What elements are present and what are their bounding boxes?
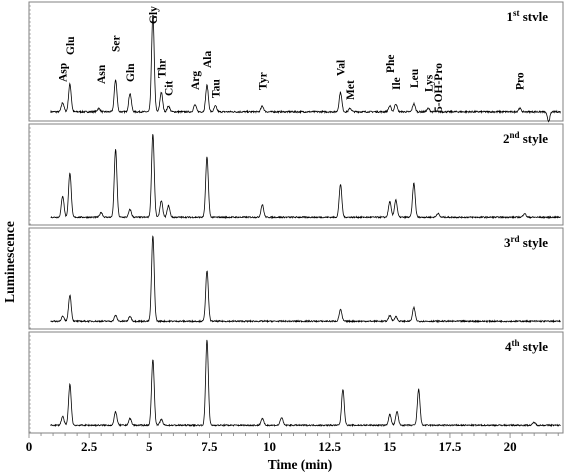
y-axis-title: Luminescence xyxy=(2,221,17,303)
peak-label-ile: Ile xyxy=(391,77,403,90)
panel-frame xyxy=(28,1,564,122)
peak-label-tyr: Tyr xyxy=(257,72,269,90)
x-tick-label: 0 xyxy=(26,439,33,454)
peak-label-asp: Asp xyxy=(58,63,70,82)
panel-frame xyxy=(28,227,564,330)
x-axis-title: Time (min) xyxy=(268,457,333,472)
x-tick-label: 20 xyxy=(504,439,517,454)
panel-frame xyxy=(28,331,564,434)
peak-label-lys: Lys xyxy=(423,74,435,92)
chromatogram-panel-2: 2nd style xyxy=(28,123,564,226)
chromatogram-panel-4: 4th style xyxy=(28,331,564,434)
x-tick-label: 17.5 xyxy=(439,439,462,454)
x-tick-label: 5 xyxy=(146,439,153,454)
peak-label-gln: Gln xyxy=(125,63,137,82)
peak-label-phe: Phe xyxy=(385,54,397,73)
series-label-3: 3rd style xyxy=(504,234,548,250)
x-tick-label: 7.5 xyxy=(201,439,218,454)
x-tick-label: 2.5 xyxy=(81,439,98,454)
trace-line-2 xyxy=(50,134,561,220)
peak-label-val: Val xyxy=(336,60,348,76)
panel-frame xyxy=(28,123,564,226)
series-label-1: 1st stvle xyxy=(506,8,548,24)
peak-label-tau: Tau xyxy=(210,79,222,98)
peak-label-asn: Asn xyxy=(96,64,108,84)
x-tick-label: 10 xyxy=(263,439,276,454)
peak-label-leu: Leu xyxy=(409,68,421,88)
x-tick-label: 12.5 xyxy=(318,439,341,454)
peak-label-thr: Thr xyxy=(156,59,168,78)
x-tick-label: 15 xyxy=(383,439,397,454)
chromatogram-panels: 1st stvle 2nd style 3rd style 4th style xyxy=(28,1,564,434)
chromatogram-panel-1: 1st stvle xyxy=(28,1,564,123)
series-label-4: 4th style xyxy=(505,338,548,354)
trace-line-4 xyxy=(50,339,561,428)
peak-label-cit: Cit xyxy=(164,81,176,97)
trace-line-3 xyxy=(50,235,561,324)
peak-label-gly: Gly xyxy=(148,6,160,24)
peak-label-ser: Ser xyxy=(111,35,123,52)
peak-label-glu: Glu xyxy=(65,36,77,55)
peak-label-pro: Pro xyxy=(515,72,527,90)
peak-label-ala: Ala xyxy=(202,51,214,69)
trace-line-1 xyxy=(50,14,561,123)
peak-label-met: Met xyxy=(345,80,357,100)
peak-label-5-oh-pro: 5-OH-Pro xyxy=(433,63,445,112)
chromatogram-panel-3: 3rd style xyxy=(28,227,564,330)
series-label-2: 2nd style xyxy=(503,130,548,146)
x-axis-ticks: 0 2.5 5 7.5 10 12.5 15 17.5 20 xyxy=(26,433,559,454)
peak-label-arg: Arg xyxy=(190,71,202,90)
